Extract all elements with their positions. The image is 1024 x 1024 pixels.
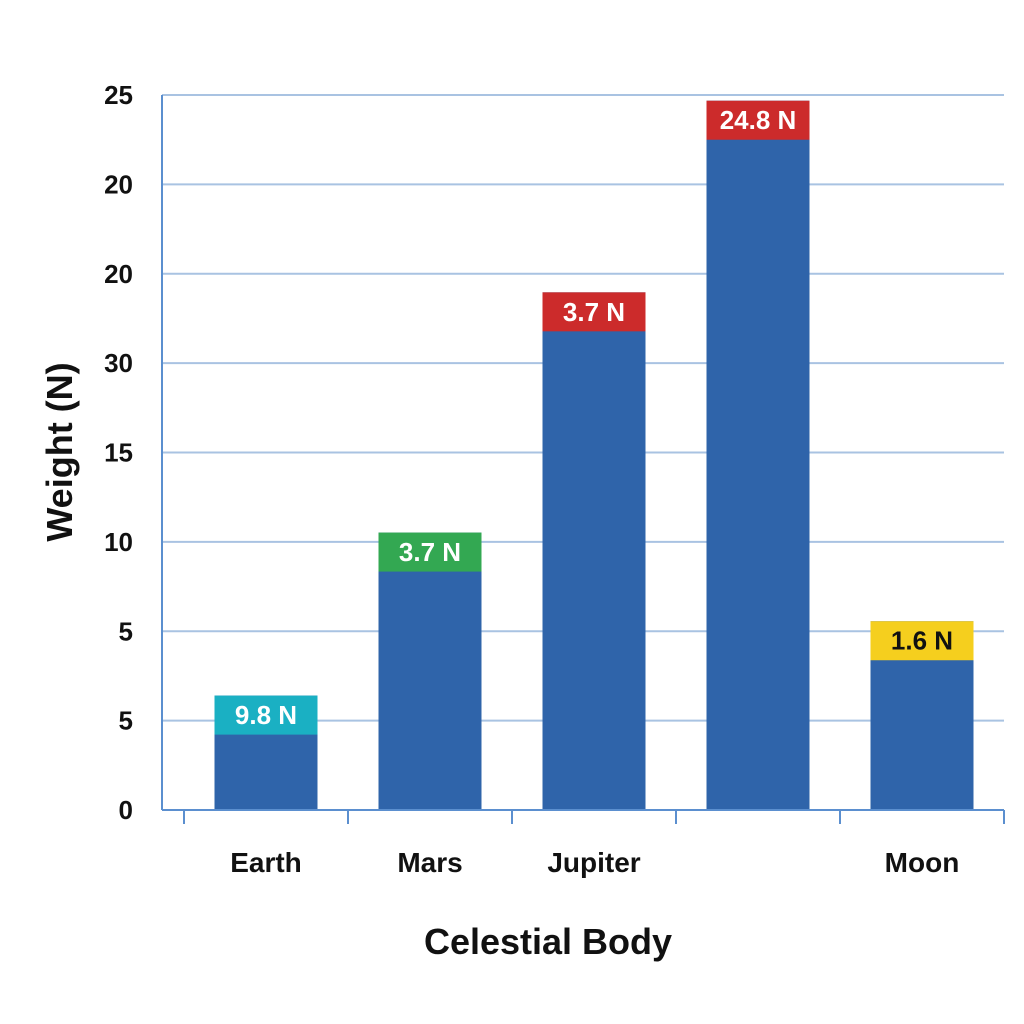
y-tick-label: 20	[104, 259, 133, 289]
y-tick-label: 20	[104, 169, 133, 199]
y-tick-label: 15	[104, 438, 133, 468]
x-tick-label: Earth	[230, 847, 302, 878]
data-label: 3.7 N	[399, 537, 461, 567]
data-label: 3.7 N	[563, 297, 625, 327]
axes	[161, 95, 1005, 824]
y-tick-label: 0	[119, 795, 133, 825]
data-label-box	[870, 621, 974, 661]
bar-mars	[378, 532, 482, 810]
data-label-box	[214, 695, 318, 735]
data-label: 1.6 N	[891, 626, 953, 656]
x-tick-label: Moon	[885, 847, 960, 878]
bar-unlabeled	[706, 100, 810, 811]
y-tick-label: 5	[119, 706, 133, 736]
y-tick-label: 5	[119, 616, 133, 646]
data-label-box	[706, 100, 810, 140]
data-label: 24.8 N	[720, 105, 797, 135]
x-axis-title: Celestial Body	[424, 921, 672, 962]
x-tick-labels: Earth Mars Jupiter Moon	[230, 847, 959, 878]
bars: 9.8 N 3.7 N 3.7 N 24.8 N 1.6 N	[214, 100, 974, 811]
y-tick-label: 10	[104, 527, 133, 557]
y-tick-labels: 0 5 5 10 15 30 20 20 25	[104, 80, 133, 825]
bar-jupiter	[542, 292, 646, 811]
x-tick-label: Mars	[397, 847, 462, 878]
data-label-box	[378, 532, 482, 572]
data-label-box	[542, 292, 646, 332]
y-tick-label: 25	[104, 80, 133, 110]
y-axis-title: Weight (N)	[39, 362, 80, 541]
y-tick-label: 30	[104, 348, 133, 378]
data-label: 9.8 N	[235, 700, 297, 730]
x-tick-label: Jupiter	[547, 847, 640, 878]
